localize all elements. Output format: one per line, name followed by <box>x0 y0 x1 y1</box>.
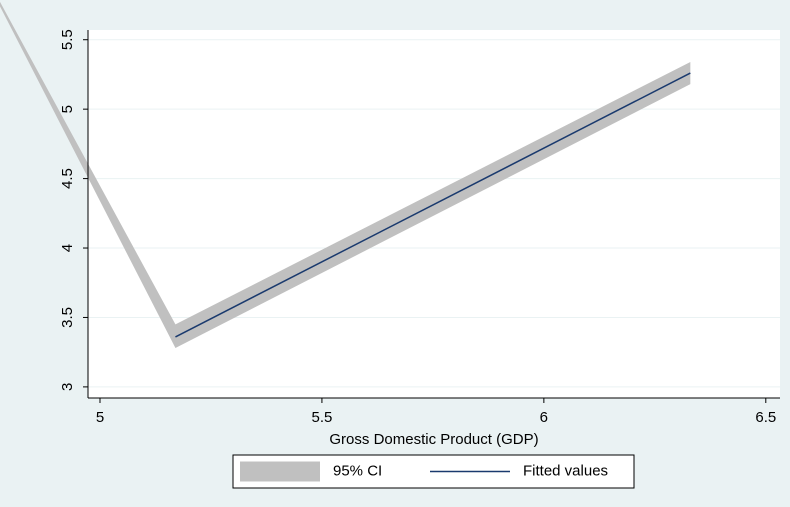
x-tick-label: 5.5 <box>311 409 332 426</box>
y-tick-label: 3 <box>59 383 76 391</box>
y-tick-label: 4.5 <box>59 168 76 189</box>
y-tick-label: 3.5 <box>59 307 76 328</box>
legend-label: Fitted values <box>523 462 608 479</box>
fitted-line <box>175 72 691 338</box>
x-tick-label: 6 <box>540 409 548 426</box>
x-axis-title: Gross Domestic Product (GDP) <box>329 431 538 448</box>
y-tick-label: 5 <box>59 105 76 113</box>
y-tick-label: 4 <box>59 244 76 252</box>
y-tick-label: 5.5 <box>59 29 76 50</box>
legend-swatch <box>240 461 320 482</box>
x-tick-label: 6.5 <box>755 409 776 426</box>
legend-label: 95% CI <box>333 462 382 479</box>
x-tick-label: 5 <box>96 409 104 426</box>
